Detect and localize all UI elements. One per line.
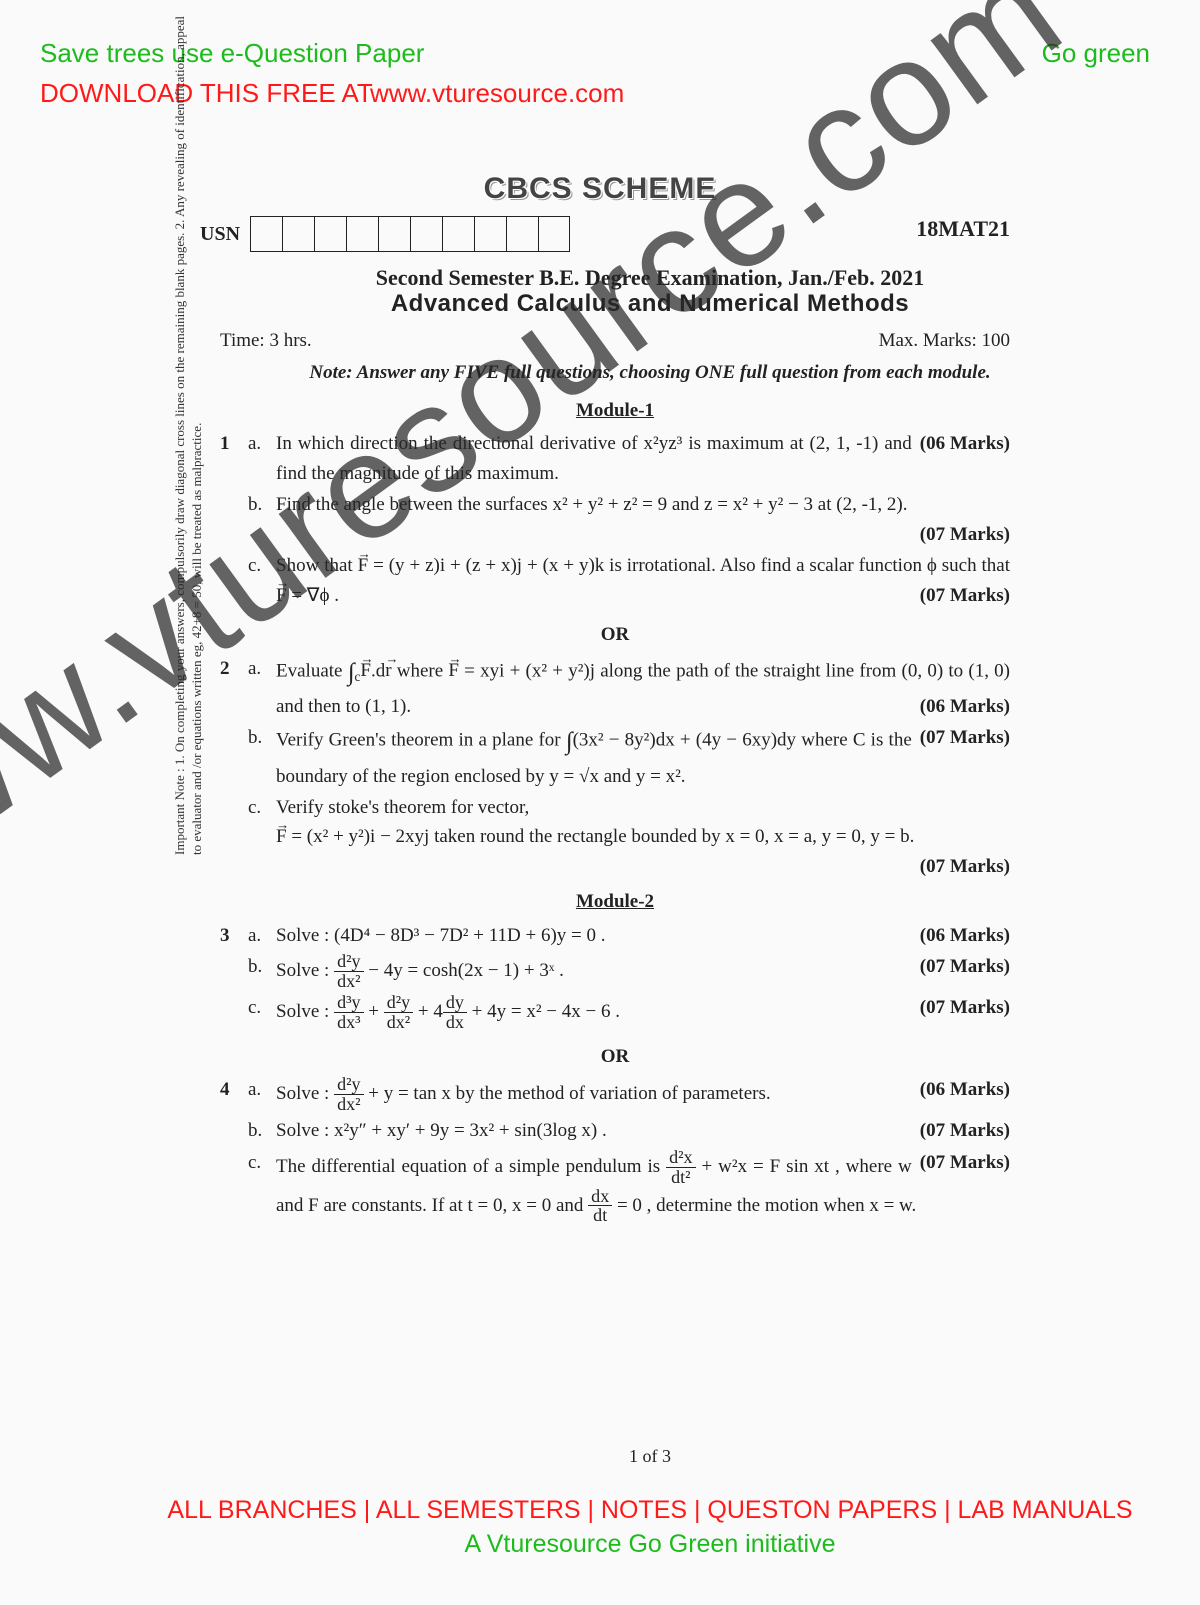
q1c-marks: (07 Marks) [920, 581, 1010, 610]
page-container: Save trees use e-Question Paper Go green… [0, 0, 1200, 1605]
q3c-t2: + 4y = x² − 4x − 6 . [467, 1001, 620, 1022]
q1c-t3: = ∇ϕ . [287, 585, 339, 606]
q1a-text: In which direction the directional deriv… [276, 433, 912, 483]
usn-label: USN [200, 223, 240, 246]
side-important-note: Important Note : 1. On completing your a… [172, 15, 206, 855]
instruction-note: Note: Answer any FIVE full questions, ch… [50, 362, 1200, 384]
q1b: b. Find the angle between the surfaces x… [220, 490, 1010, 549]
module-1-header: Module-1 [220, 396, 1010, 425]
q1b-marks: (07 Marks) [920, 520, 1010, 549]
course-title: Advanced Calculus and Numerical Methods [50, 290, 1200, 318]
q4c-marks: (07 Marks) [920, 1148, 1010, 1177]
usn-box [314, 216, 346, 252]
q4b-marks: (07 Marks) [920, 1116, 1010, 1145]
q3a-marks: (06 Marks) [920, 921, 1010, 950]
q1c-t2: = (y + z)i + (z + x)j + (x + y)k is irro… [368, 555, 1010, 576]
scheme-badge: CBCS SCHEME [484, 172, 717, 206]
time-text: Time: 3 hrs. [220, 330, 312, 352]
usn-box [282, 216, 314, 252]
q2b: b. (07 Marks)Verify Green's theorem in a… [220, 723, 1010, 791]
q2b-t1: Verify Green's theorem in a plane for [276, 730, 566, 751]
time-marks-row: Time: 3 hrs. Max. Marks: 100 [220, 330, 1010, 352]
q4a-marks: (06 Marks) [920, 1075, 1010, 1104]
q1a-marks: (06 Marks) [920, 429, 1010, 458]
url-text: www.vturesource.com [370, 78, 624, 109]
usn-box [250, 216, 282, 252]
q4b: b. (07 Marks)Solve : x²y″ + xy′ + 9y = 3… [220, 1116, 1010, 1145]
usn-box [538, 216, 570, 252]
q3b: b. (07 Marks)Solve : d²ydx² − 4y = cosh(… [220, 952, 1010, 991]
q2c-marks: (07 Marks) [920, 852, 1010, 881]
q2a-marks: (06 Marks) [920, 692, 1010, 721]
q2b-marks: (07 Marks) [920, 723, 1010, 752]
usn-boxes [250, 216, 570, 252]
module-2-header: Module-2 [220, 887, 1010, 916]
q4a-t1: Solve : [276, 1083, 334, 1104]
question-content: Module-1 1a. (06 Marks)In which directio… [220, 390, 1010, 1227]
q2a-t1: Evaluate [276, 660, 348, 681]
header-green-left: Save trees use e-Question Paper [40, 38, 424, 69]
q3b-t1: Solve : [276, 960, 334, 981]
q4a-t2: + y = tan x by the method of variation o… [364, 1083, 771, 1104]
usn-box [442, 216, 474, 252]
q4b-text: Solve : x²y″ + xy′ + 9y = 3x² + sin(3log… [276, 1120, 607, 1141]
q3c: c. (07 Marks)Solve : d³ydx³ + d²ydx² + 4… [220, 993, 1010, 1032]
q3a-text: Solve : (4D⁴ − 8D³ − 7D² + 11D + 6)y = 0… [276, 925, 606, 946]
exam-line: Second Semester B.E. Degree Examination,… [50, 265, 1200, 291]
q3c-t1: Solve : [276, 1001, 334, 1022]
q4c: c. (07 Marks)The differential equation o… [220, 1148, 1010, 1226]
course-code: 18MAT21 [916, 216, 1010, 242]
usn-box [378, 216, 410, 252]
header-green-right: Go green [1042, 38, 1150, 69]
q3b-t2: − 4y = cosh(2x − 1) + 3ˣ . [364, 960, 564, 981]
q4c-t3: = 0 , determine the motion when x = w. [612, 1194, 916, 1215]
q2c-l2: = (x² + y²)i − 2xyj taken round the rect… [287, 826, 915, 847]
q2a: 2a. Evaluate ∫cF.dr where F = xyi + (x² … [220, 654, 1010, 722]
footer-green: A Vturesource Go Green initiative [50, 1530, 1200, 1559]
or-1: OR [220, 620, 1010, 649]
footer-red: ALL BRANCHES | ALL SEMESTERS | NOTES | Q… [50, 1496, 1200, 1525]
page-number: 1 of 3 [50, 1446, 1200, 1467]
q2a-t2: where [392, 660, 449, 681]
or-2: OR [220, 1042, 1010, 1071]
q2c-l1: Verify stoke's theorem for vector, [276, 797, 529, 818]
max-marks-text: Max. Marks: 100 [879, 330, 1010, 352]
q3b-marks: (07 Marks) [920, 952, 1010, 981]
usn-box [474, 216, 506, 252]
usn-box [506, 216, 538, 252]
q4c-t1: The differential equation of a simple pe… [276, 1155, 666, 1176]
usn-row: USN [200, 216, 570, 252]
usn-box [346, 216, 378, 252]
q4a: 4a. (06 Marks)Solve : d²ydx² + y = tan x… [220, 1075, 1010, 1114]
q1a: 1a. (06 Marks)In which direction the dir… [220, 429, 1010, 488]
download-text: DOWNLOAD THIS FREE AT [40, 78, 373, 109]
q1b-text: Find the angle between the surfaces x² +… [276, 494, 907, 515]
q3a: 3a. (06 Marks)Solve : (4D⁴ − 8D³ − 7D² +… [220, 921, 1010, 950]
q3c-marks: (07 Marks) [920, 993, 1010, 1022]
q1c: c. Show that F = (y + z)i + (z + x)j + (… [220, 551, 1010, 610]
q2c: c. Verify stoke's theorem for vector,F =… [220, 793, 1010, 881]
usn-box [410, 216, 442, 252]
